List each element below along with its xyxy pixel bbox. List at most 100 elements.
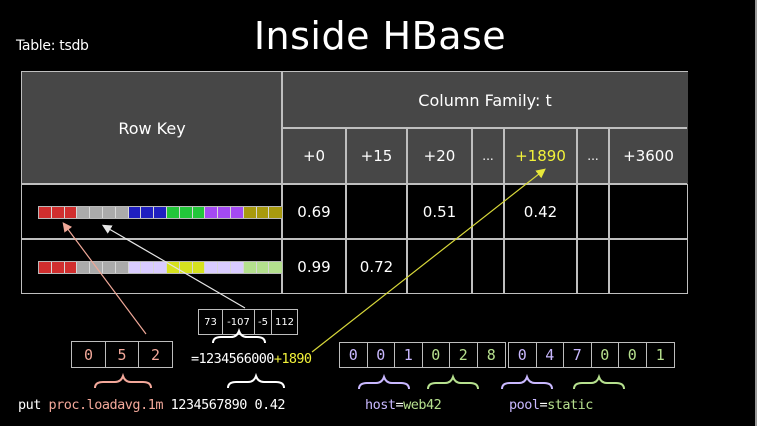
hbase-table: Row Key Column Family: t +0 +15 +20 ... …: [21, 71, 688, 294]
column-label: +3600: [623, 147, 674, 165]
row-key-byte: [128, 207, 142, 218]
grid-line: [471, 128, 473, 293]
tag-host: host=web42: [365, 397, 442, 413]
row-key-byte: [192, 207, 206, 218]
row-key-byte: [230, 262, 244, 273]
brace-basetime-icon: [212, 327, 266, 344]
arrow-basetime-to-key: [101, 224, 246, 309]
row-key-byte: [192, 262, 206, 273]
row-key-byte: [179, 207, 193, 218]
row-key-header-label: Row Key: [118, 118, 186, 138]
row-key-byte: [154, 262, 167, 273]
row-key-byte: [243, 262, 257, 273]
row-key-byte: [39, 262, 52, 273]
uid-box: 1: [395, 343, 423, 367]
cell-value: 0.51: [422, 202, 457, 221]
uid-box: 0: [592, 343, 619, 367]
byte-box: -107: [223, 310, 255, 334]
put-command: put proc.loadavg.1m 1234567890 0.42: [18, 397, 286, 413]
cell-value: 0.42: [523, 202, 558, 221]
row-key-byte: [269, 262, 283, 273]
row-key-byte: [77, 262, 91, 273]
column-label: ...: [482, 149, 494, 163]
grid-line: [22, 183, 687, 185]
uid-box: 0: [423, 343, 450, 367]
row-key-byte: [39, 207, 52, 218]
column-header-20: +20: [407, 128, 472, 184]
brace-metric-icon: [94, 372, 152, 389]
grid-line: [22, 238, 687, 240]
tag-equals: =: [395, 397, 404, 413]
brace-tagv-pool-icon: [573, 373, 625, 390]
row-key-bytes-row-1: [38, 206, 284, 219]
cell-value: 0.69: [297, 202, 331, 221]
tag-key: pool: [509, 397, 540, 413]
row-key-byte: [218, 262, 231, 273]
row-key-byte: [102, 262, 116, 273]
uid-box: 7: [564, 343, 592, 367]
column-label: ...: [587, 149, 599, 163]
column-header-3600: +3600: [609, 128, 688, 184]
cell-r1-c4: 0.42: [504, 184, 577, 239]
column-label: +20: [423, 147, 456, 165]
tag-pool: pool=static: [509, 397, 593, 413]
row-key-byte: [205, 262, 219, 273]
row-key-byte: [64, 207, 78, 218]
row-key-byte: [77, 207, 91, 218]
slide-title: Inside HBase: [253, 14, 507, 58]
row-key-byte: [205, 207, 219, 218]
cell-r2-c0: 0.99: [282, 239, 346, 294]
row-key-byte: [154, 207, 167, 218]
column-header-15: +15: [346, 128, 407, 184]
row-key-byte: [218, 207, 231, 218]
slide-right-edge: [755, 0, 757, 426]
uid-box: 0: [619, 343, 647, 367]
row-key-byte: [230, 207, 244, 218]
grid-line: [608, 128, 610, 293]
column-family-header: Column Family: t: [282, 72, 688, 128]
row-key-bytes-row-2: [38, 261, 284, 274]
time-offset-value: +1890: [273, 351, 312, 367]
brace-tagk-host-icon: [358, 373, 410, 390]
row-key-byte: [141, 262, 155, 273]
uid-box: 2: [450, 343, 478, 367]
row-key-byte: [102, 207, 116, 218]
arrow-metric-to-key: [62, 222, 147, 335]
byte-box: -5: [255, 310, 272, 334]
row-key-byte: [141, 207, 155, 218]
row-key-byte: [51, 207, 65, 218]
cell-value: 0.72: [359, 257, 394, 276]
row-key-byte: [166, 207, 180, 218]
uid-box: 0: [509, 343, 537, 367]
brace-tagv-host-icon: [427, 373, 479, 390]
cell-r1-c2: 0.51: [407, 184, 472, 239]
column-family-label: Column Family: t: [418, 90, 552, 110]
row-key-byte: [115, 262, 129, 273]
tag-equals: =: [539, 397, 548, 413]
base-time-value: =1234566000: [191, 351, 274, 367]
put-keyword: put: [18, 397, 41, 413]
grid-line: [345, 128, 347, 293]
base-time-expression: =1234566000+1890: [191, 351, 312, 367]
table-name-label: Table: tsdb: [16, 38, 89, 54]
row-key-byte: [64, 262, 78, 273]
uid-box: 0: [340, 343, 368, 367]
row-key-byte: [128, 262, 142, 273]
column-header-ellipsis-2: ...: [577, 128, 609, 184]
brace-timestamp-icon: [227, 372, 285, 389]
uid-box: 5: [106, 342, 139, 367]
row-key-byte: [256, 262, 270, 273]
row-key-byte: [243, 207, 257, 218]
byte-box: 73: [199, 310, 223, 334]
cell-r1-c0: 0.69: [282, 184, 346, 239]
row-key-byte: [51, 262, 65, 273]
uid-box: 0: [72, 342, 106, 367]
tag-value: web42: [403, 397, 442, 413]
arrow-offset-to-column: [311, 168, 546, 353]
uid-box: 1: [655, 346, 665, 364]
row-key-byte: [90, 207, 103, 218]
uid-box: 8: [486, 346, 496, 364]
